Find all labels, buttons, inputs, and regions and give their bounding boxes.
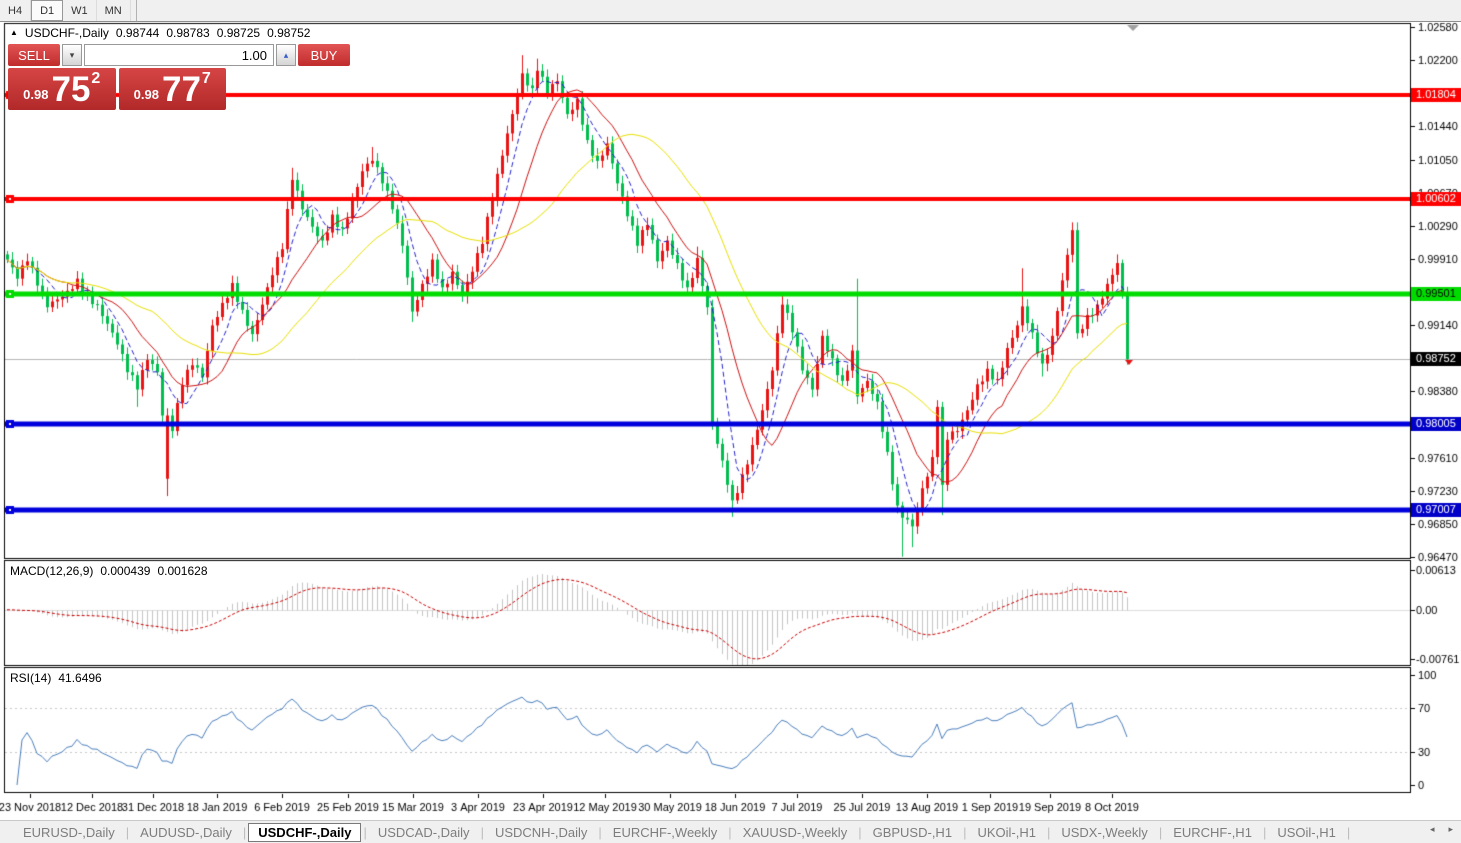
high-value: 0.98783: [166, 26, 210, 40]
rsi-indicator-label: RSI(14) 41.6496: [10, 671, 102, 685]
tab-label: EURUSD-,Daily: [23, 824, 115, 840]
chevron-down-icon: ▾: [69, 49, 75, 60]
tab-usdcad-daily[interactable]: USDCAD-,Daily: [369, 824, 486, 841]
tab-label: GBPUSD-,H1: [872, 824, 953, 840]
tab-eurchf-h1[interactable]: EURCHF-,H1: [1164, 824, 1268, 841]
tab-usdcnh-daily[interactable]: USDCNH-,Daily: [486, 824, 604, 841]
ohlc-values: 0.98744 0.98783 0.98725 0.98752: [116, 26, 311, 40]
volume-increase-button[interactable]: ▴: [276, 44, 296, 66]
toolbar-separator: [134, 0, 137, 21]
tab-label: USDCHF-,Daily: [248, 822, 362, 842]
tab-label: AUDUSD-,Daily: [140, 824, 232, 840]
tab-xauusd-weekly[interactable]: XAUUSD-,Weekly: [734, 824, 864, 841]
chevron-up-icon: ▴: [283, 49, 289, 60]
tab-scroll-left-icon[interactable]: ◂: [1429, 824, 1435, 834]
buy-button[interactable]: BUY: [298, 44, 350, 66]
low-value: 0.98725: [216, 26, 261, 40]
tab-label: EURCHF-,Weekly: [612, 824, 718, 840]
rsi-name: RSI(14): [10, 671, 52, 685]
sell-price-main: 75: [51, 70, 91, 109]
buy-price-prefix: 0.98: [133, 87, 159, 102]
tab-label: XAUUSD-,Weekly: [742, 824, 848, 840]
one-click-trading-panel: SELL ▾ ▴ BUY 0.98 75 2 0.98 77 7: [8, 44, 350, 110]
buy-price-pip: 7: [201, 70, 211, 87]
timeframe-button-mn[interactable]: MN: [97, 0, 131, 21]
timeframe-button-h4[interactable]: H4: [0, 0, 32, 21]
macd-indicator-label: MACD(12,26,9) 0.000439 0.001628: [10, 564, 208, 578]
tab-ukoil-h1[interactable]: UKOil-,H1: [968, 824, 1052, 841]
chart-symbol-label: USDCHF-,Daily: [24, 26, 109, 40]
tab-label: USOil-,H1: [1277, 824, 1336, 840]
macd-name: MACD(12,26,9): [10, 564, 94, 578]
chart-tab-bar: EURUSD-,Daily AUDUSD-,Daily USDCHF-,Dail…: [0, 820, 1461, 843]
tab-label: USDX-,Weekly: [1061, 824, 1148, 840]
tab-label: EURCHF-,H1: [1173, 824, 1252, 840]
volume-decrease-button[interactable]: ▾: [62, 44, 82, 66]
tab-usdchf-daily[interactable]: USDCHF-,Daily: [248, 822, 369, 842]
timeframe-toolbar: H4 D1 W1 MN: [0, 0, 1461, 22]
sell-button[interactable]: SELL: [8, 44, 60, 66]
buy-price-main: 77: [161, 70, 201, 109]
buy-price-button[interactable]: 0.98 77 7: [118, 68, 226, 110]
tab-label: UKOil-,H1: [977, 824, 1036, 840]
sell-price-pip: 2: [91, 70, 101, 87]
rsi-value: 41.6496: [58, 671, 102, 685]
tab-label: USDCAD-,Daily: [377, 824, 470, 840]
tab-audusd-daily[interactable]: AUDUSD-,Daily: [131, 824, 248, 841]
tab-usoil-h1[interactable]: USOil-,H1: [1268, 824, 1352, 841]
open-value: 0.98744: [115, 26, 160, 40]
tab-scroll-right-icon[interactable]: ▸: [1448, 824, 1453, 834]
macd-main-value: 0.000439: [100, 564, 151, 578]
close-value: 0.98752: [267, 26, 311, 40]
tab-gbpusd-h1[interactable]: GBPUSD-,H1: [864, 824, 969, 841]
timeframe-button-d1[interactable]: D1: [31, 0, 64, 21]
tab-eurusd-daily[interactable]: EURUSD-,Daily: [14, 824, 131, 841]
tab-scroll-controls: ◂ ▸: [1430, 824, 1453, 835]
timeframe-button-w1[interactable]: W1: [63, 0, 97, 21]
volume-input[interactable]: [84, 44, 274, 66]
tab-label: USDCNH-,Daily: [494, 824, 588, 840]
collapse-panel-icon[interactable]: ▲: [10, 28, 18, 37]
macd-signal-value: 0.001628: [157, 564, 208, 578]
tab-usdx-weekly[interactable]: USDX-,Weekly: [1052, 824, 1164, 841]
tab-eurchf-weekly[interactable]: EURCHF-,Weekly: [604, 824, 734, 841]
sell-price-prefix: 0.98: [23, 87, 49, 102]
chart-title: ▲ USDCHF-,Daily 0.98744 0.98783 0.98725 …: [10, 26, 310, 40]
sell-price-button[interactable]: 0.98 75 2: [8, 68, 116, 110]
